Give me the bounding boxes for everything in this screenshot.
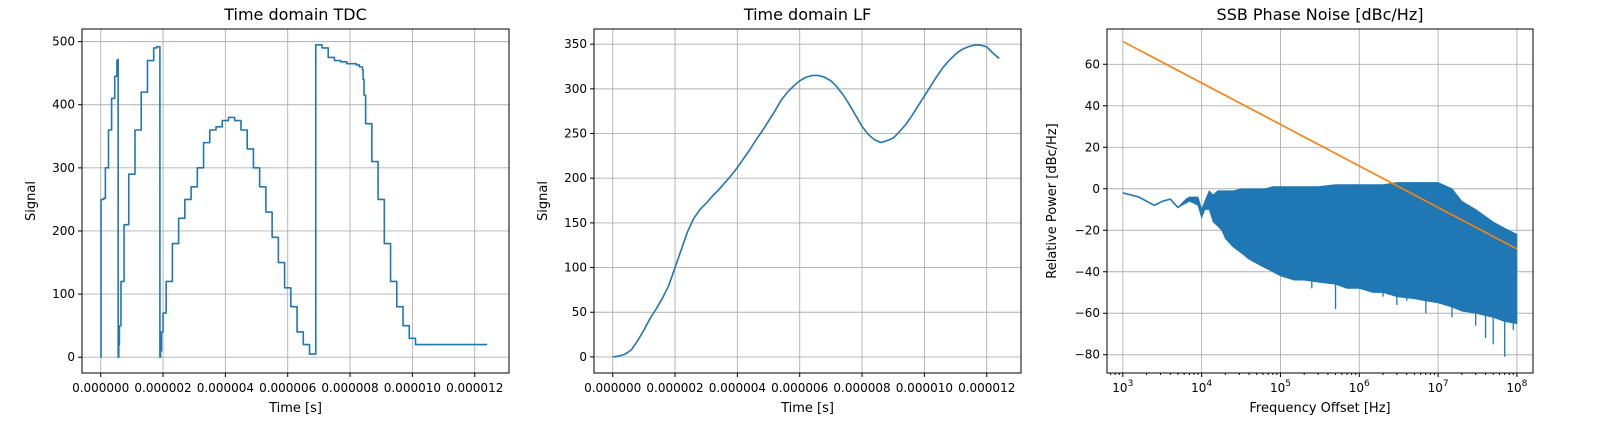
- tdc-x-axis-label: Time [s]: [268, 401, 322, 416]
- pn-y-tick-label: −20: [1075, 223, 1100, 237]
- lf-x-tick-label: 0.000000: [584, 381, 641, 395]
- pn-series-1-band: [1122, 182, 1518, 325]
- lf-x-tick-label: 0.000012: [958, 381, 1015, 395]
- tdc-y-tick-label: 0: [67, 350, 75, 364]
- lf-title: Time domain LF: [743, 5, 871, 24]
- pn-y-axis-label: Relative Power [dBc/Hz]: [1045, 123, 1060, 278]
- pn-x-tick-label: 108: [1506, 379, 1527, 395]
- pn-data: [1122, 40, 1518, 357]
- lf-ticks: 0.000000 0.000002 0.000004 0.000006 0.000008…: [564, 37, 1015, 395]
- lf-x-tick-label: 0.000008: [833, 381, 890, 395]
- chart-tdc: 0.000000 0.000002 0.000004 0.000006 0.000008…: [24, 5, 510, 416]
- lf-y-tick-label: 350: [564, 37, 587, 51]
- tdc-x-tick-label: 0.000012: [446, 381, 503, 395]
- pn-x-tick-label: 107: [1428, 379, 1449, 395]
- pn-y-tick-label: −40: [1075, 265, 1100, 279]
- tdc-y-tick-label: 200: [52, 224, 75, 238]
- tdc-x-tick-label: 0.000006: [259, 381, 316, 395]
- pn-series-2-line: [1122, 40, 1518, 250]
- lf-series-1-line: [612, 44, 1000, 358]
- tdc-y-axis-label: Signal: [24, 181, 39, 221]
- tdc-y-tick-label: 300: [52, 161, 75, 175]
- lf-y-tick-label: 300: [564, 82, 587, 96]
- tdc-y-tick-label: 100: [52, 287, 75, 301]
- pn-axes-frame: [1106, 28, 1534, 374]
- lf-axes-frame: [593, 28, 1022, 374]
- pn-series-1-line: [1122, 185, 1518, 238]
- pn-ticks: 103 104 105 106 107 108 −80 −60 −40 −20 0 20 40 60: [1075, 57, 1528, 395]
- pn-y-tick-label: 20: [1085, 140, 1100, 154]
- tdc-grid: [82, 29, 509, 373]
- lf-x-tick-label: 0.000004: [709, 381, 766, 395]
- tdc-y-tick-label: 400: [52, 98, 75, 112]
- lf-y-tick-label: 100: [564, 261, 587, 275]
- pn-y-tick-label: 40: [1085, 99, 1100, 113]
- lf-y-tick-label: 0: [579, 350, 587, 364]
- pn-x-tick-label: 103: [1112, 379, 1133, 395]
- tdc-axes-frame: [81, 28, 510, 374]
- lf-y-tick-label: 250: [564, 127, 587, 141]
- lf-y-tick-label: 50: [572, 305, 587, 319]
- chart-lf: 0.000000 0.000002 0.000004 0.000006 0.000008…: [536, 5, 1022, 416]
- lf-data: [612, 44, 1000, 358]
- pn-y-tick-label: 60: [1085, 57, 1100, 71]
- pn-x-tick-label: 105: [1270, 379, 1291, 395]
- lf-y-tick-label: 200: [564, 171, 587, 185]
- tdc-x-tick-label: 0.000008: [321, 381, 378, 395]
- tdc-x-tick-label: 0.000010: [384, 381, 441, 395]
- tdc-series-1-line: [100, 43, 488, 359]
- lf-y-axis-label: Signal: [536, 181, 551, 221]
- tdc-x-tick-label: 0.000004: [197, 381, 254, 395]
- pn-y-tick-label: −60: [1075, 306, 1100, 320]
- pn-y-tick-label: −80: [1075, 348, 1100, 362]
- pn-x-axis-label: Frequency Offset [Hz]: [1249, 401, 1390, 416]
- lf-x-tick-label: 0.000002: [646, 381, 703, 395]
- pn-title: SSB Phase Noise [dBc/Hz]: [1217, 5, 1424, 24]
- chart-phase-noise: 103 104 105 106 107 108 −80 −60 −40 −20 0 20 40 60 SS…: [1045, 5, 1534, 416]
- tdc-ticks: 0.000000 0.000002 0.000004 0.000006 0.000008…: [52, 35, 503, 395]
- lf-x-tick-label: 0.000006: [771, 381, 828, 395]
- lf-y-tick-label: 150: [564, 216, 587, 230]
- pn-x-tick-label: 104: [1191, 379, 1212, 395]
- pn-y-tick-label: 0: [1092, 182, 1100, 196]
- pn-x-tick-label: 106: [1349, 379, 1370, 395]
- lf-grid: [594, 29, 1021, 373]
- tdc-title: Time domain TDC: [223, 5, 367, 24]
- tdc-x-tick-label: 0.000002: [134, 381, 191, 395]
- lf-x-axis-label: Time [s]: [780, 401, 834, 416]
- lf-x-tick-label: 0.000010: [896, 381, 953, 395]
- tdc-x-tick-label: 0.000000: [72, 381, 129, 395]
- tdc-y-tick-label: 500: [52, 35, 75, 49]
- tdc-data: [100, 43, 488, 359]
